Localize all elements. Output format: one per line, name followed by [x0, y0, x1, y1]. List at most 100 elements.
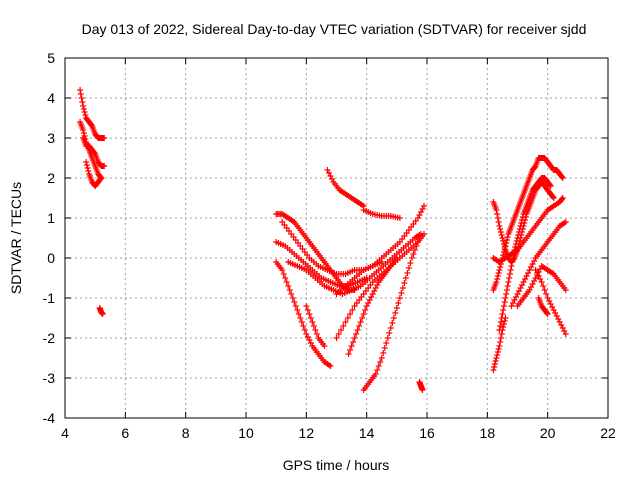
data-point [356, 323, 363, 329]
data-point [414, 239, 421, 245]
data-point [80, 103, 87, 109]
data-point [396, 295, 403, 301]
data-point [386, 330, 393, 336]
y-tick-label: 2 [47, 170, 55, 186]
data-point [496, 343, 503, 349]
y-axis-label: SDTVAR / TECUs [8, 182, 24, 294]
data-point [500, 241, 507, 247]
data-point [372, 371, 379, 377]
data-point [411, 247, 418, 253]
data-point [497, 264, 504, 270]
data-point [492, 358, 499, 364]
data-point [393, 305, 400, 311]
data-point [547, 183, 554, 189]
data-point [405, 265, 412, 271]
data-point [295, 311, 302, 317]
x-tick-label: 16 [419, 425, 435, 441]
data-point [496, 267, 503, 273]
data-point [380, 350, 387, 356]
data-point [283, 279, 290, 285]
series-arc-23 [490, 195, 566, 265]
data-point [503, 291, 510, 297]
data-point [410, 251, 417, 257]
data-point [503, 287, 510, 293]
data-point [282, 275, 289, 281]
data-point [493, 279, 500, 285]
data-point [538, 279, 545, 285]
data-point [558, 174, 565, 180]
data-point [85, 168, 92, 174]
data-point [304, 307, 311, 313]
series-arc-13 [360, 207, 403, 221]
series-arc-20 [490, 155, 566, 293]
data-points [77, 87, 569, 393]
data-point [374, 367, 381, 373]
data-point [349, 307, 356, 313]
x-tick-label: 6 [121, 425, 129, 441]
data-point [292, 303, 299, 309]
data-point [543, 310, 550, 316]
data-point [399, 285, 406, 291]
data-point [494, 352, 501, 358]
data-point [286, 287, 293, 293]
y-tick-label: 0 [47, 250, 55, 266]
data-point [398, 290, 405, 296]
data-point [285, 283, 292, 289]
data-point [517, 235, 524, 241]
data-point [497, 319, 504, 325]
data-point [80, 106, 87, 112]
data-point [491, 364, 498, 370]
data-point [559, 195, 566, 201]
data-point [522, 217, 529, 223]
data-point [78, 95, 85, 101]
data-point [502, 295, 509, 301]
data-point [338, 327, 345, 333]
data-point [404, 270, 411, 276]
data-point [562, 331, 569, 337]
x-tick-label: 14 [359, 425, 375, 441]
data-point [500, 307, 507, 313]
data-point [497, 226, 504, 232]
data-point [504, 283, 511, 289]
x-tick-label: 4 [61, 425, 69, 441]
data-point [520, 223, 527, 229]
data-point [497, 323, 504, 329]
data-point [83, 159, 90, 165]
data-point [321, 343, 328, 349]
data-point [97, 176, 104, 182]
data-point [350, 339, 357, 345]
data-point [354, 327, 361, 333]
data-point [494, 349, 501, 355]
data-point [507, 267, 514, 273]
data-point [505, 279, 512, 285]
data-point [81, 109, 88, 115]
data-point [497, 335, 504, 341]
data-point [303, 303, 310, 309]
data-point [498, 331, 505, 337]
data-point [494, 276, 501, 282]
data-point [327, 363, 334, 369]
data-point [401, 280, 408, 286]
data-point [549, 194, 556, 200]
series-arc-19 [490, 315, 509, 373]
data-point [392, 310, 399, 316]
data-point [340, 323, 347, 329]
data-point [312, 327, 319, 333]
data-point [503, 237, 510, 243]
data-point [378, 355, 385, 361]
y-tick-label: -2 [43, 330, 56, 346]
data-point [495, 346, 502, 352]
data-point [496, 223, 503, 229]
series-arc-21 [496, 175, 554, 333]
data-point [519, 229, 526, 235]
data-point [495, 219, 502, 225]
series-arc-12 [324, 167, 367, 209]
data-point [497, 339, 504, 345]
data-point [390, 315, 397, 321]
data-point [345, 351, 352, 357]
series-arc-24 [508, 219, 569, 309]
data-point [357, 319, 364, 325]
data-point [307, 315, 314, 321]
data-point [499, 235, 506, 241]
x-tick-label: 8 [182, 425, 190, 441]
